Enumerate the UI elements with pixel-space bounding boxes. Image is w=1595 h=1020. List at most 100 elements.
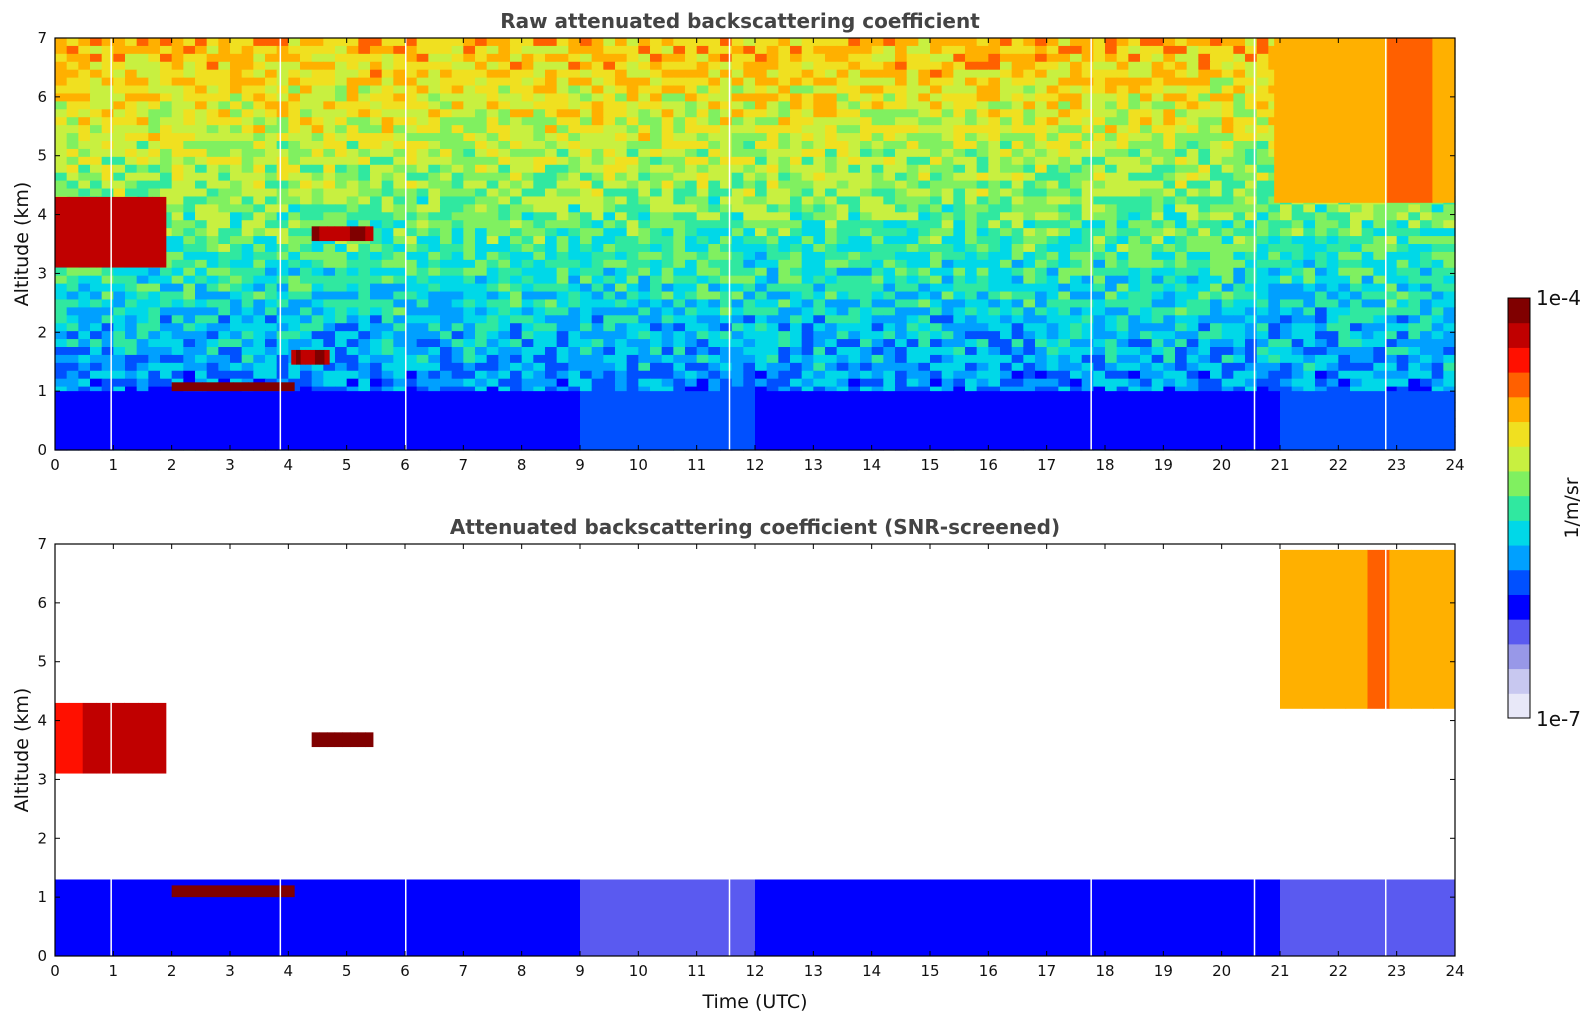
heat-cell — [1256, 117, 1269, 126]
heat-cell — [160, 125, 173, 134]
heat-cell — [1035, 61, 1048, 71]
heat-cell — [626, 180, 639, 190]
heat-cell — [521, 323, 534, 332]
heat-cell — [778, 204, 791, 213]
heat-cell — [276, 196, 289, 205]
heat-cell — [393, 291, 406, 301]
heat-cell — [661, 180, 674, 190]
heat-cell — [1350, 291, 1363, 301]
heat-cell — [673, 323, 686, 332]
heat-cell — [813, 180, 826, 190]
heat-cell — [160, 101, 173, 110]
heat-cell — [125, 180, 138, 190]
heat-cell — [1350, 236, 1363, 245]
heat-cell — [475, 291, 488, 301]
heat-cell — [1443, 259, 1456, 269]
heat-cell — [1431, 244, 1444, 253]
heat-cell — [918, 164, 931, 174]
heat-cell — [965, 196, 978, 205]
heat-cell — [533, 315, 546, 324]
heat-cell — [580, 109, 593, 118]
heat-cell — [1081, 172, 1094, 182]
heat-cell — [358, 188, 371, 198]
heat-cell — [976, 188, 989, 198]
heat-cell — [1000, 347, 1013, 356]
heat-cell — [66, 38, 79, 47]
heat-cell — [405, 101, 418, 110]
heat-cell — [416, 188, 429, 198]
heat-cell — [638, 299, 651, 308]
heat-cell — [486, 148, 499, 158]
heat-cell — [1326, 339, 1339, 348]
heat-cell — [358, 339, 371, 348]
heat-cell — [755, 53, 768, 63]
heat-cell — [218, 188, 231, 198]
heat-cell — [1221, 339, 1234, 348]
heat-cell — [78, 315, 91, 324]
heat-cell — [1070, 244, 1083, 253]
heat-cell — [323, 117, 336, 126]
heat-cell — [475, 259, 488, 269]
heat-cell — [813, 244, 826, 253]
heat-cell — [171, 323, 184, 332]
heat-cell — [265, 61, 278, 71]
heat-cell — [1256, 125, 1269, 134]
heat-cell — [1291, 347, 1304, 356]
heat-cell — [230, 267, 243, 277]
heat-cell — [661, 93, 674, 102]
heat-cell — [568, 228, 581, 237]
heat-cell — [1303, 275, 1316, 285]
heat-cell — [871, 299, 884, 308]
heat-cell — [813, 45, 826, 55]
heat-cell — [1070, 164, 1083, 174]
heat-cell — [1350, 283, 1363, 293]
heat-cell — [965, 299, 978, 308]
heat-cell — [1046, 156, 1059, 166]
heat-cell — [685, 212, 698, 221]
heat-cell — [708, 275, 721, 285]
heat-cell — [813, 339, 826, 348]
heat-cell — [1116, 354, 1129, 364]
heat-cell — [1011, 196, 1024, 205]
heat-cell — [311, 93, 324, 102]
heat-cell — [1116, 347, 1129, 356]
heat-cell — [1105, 347, 1118, 356]
heat-cell — [673, 251, 686, 261]
heat-cell — [1046, 53, 1059, 63]
heat-cell — [370, 164, 383, 174]
heat-cell — [1326, 228, 1339, 237]
heat-cell — [1011, 212, 1024, 221]
heat-cell — [953, 244, 966, 253]
heat-cell — [1221, 212, 1234, 221]
heat-cell — [90, 141, 103, 150]
heat-cell — [1105, 244, 1118, 253]
heat-cell — [650, 156, 663, 166]
heat-cell — [218, 156, 231, 166]
heat-cell — [125, 172, 138, 182]
heat-cell — [136, 347, 149, 356]
heat-cell — [451, 347, 464, 356]
heat-cell — [533, 117, 546, 126]
heat-cell — [1093, 283, 1106, 293]
heat-cell — [965, 354, 978, 364]
heat-cell — [218, 236, 231, 245]
heat-cell — [55, 354, 68, 364]
heat-cell — [883, 188, 896, 198]
heat-cell — [1210, 307, 1223, 316]
heat-cell — [370, 85, 383, 95]
heat-cell — [381, 156, 394, 166]
heat-cell — [1128, 141, 1141, 150]
heat-cell — [300, 323, 313, 332]
heat-cell — [883, 228, 896, 237]
heat-cell — [836, 228, 849, 237]
heat-cell — [965, 244, 978, 253]
heat-cell — [1361, 212, 1374, 221]
heat-cell — [1093, 101, 1106, 110]
heat-cell — [1000, 307, 1013, 316]
heat-cell — [976, 69, 989, 79]
heat-cell — [1116, 244, 1129, 253]
heat-cell — [1385, 259, 1398, 269]
heat-cell — [673, 38, 686, 47]
heat-cell — [451, 362, 464, 372]
heat-cell — [195, 283, 208, 293]
